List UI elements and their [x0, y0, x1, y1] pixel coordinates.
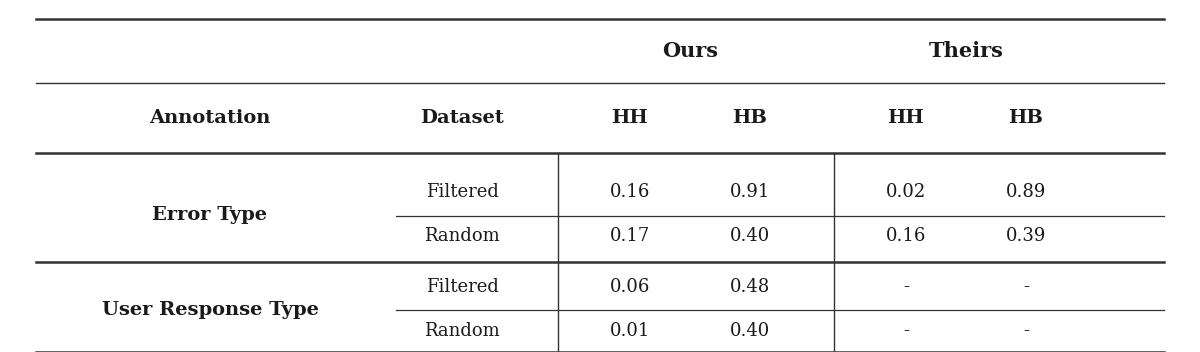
Text: Filtered: Filtered [426, 183, 498, 201]
Text: 0.01: 0.01 [610, 322, 650, 340]
Text: 0.17: 0.17 [610, 227, 650, 245]
Text: HH: HH [612, 109, 648, 127]
Text: 0.40: 0.40 [730, 322, 770, 340]
Text: HH: HH [888, 109, 924, 127]
Text: Annotation: Annotation [149, 109, 271, 127]
Text: 0.16: 0.16 [886, 227, 926, 245]
Text: Filtered: Filtered [426, 278, 498, 296]
Text: User Response Type: User Response Type [102, 301, 318, 319]
Text: 0.48: 0.48 [730, 278, 770, 296]
Text: Error Type: Error Type [152, 206, 268, 224]
Text: Dataset: Dataset [420, 109, 504, 127]
Text: 0.16: 0.16 [610, 183, 650, 201]
Text: Theirs: Theirs [929, 41, 1003, 61]
Text: -: - [904, 278, 910, 296]
Text: 0.89: 0.89 [1006, 183, 1046, 201]
Text: 0.40: 0.40 [730, 227, 770, 245]
Text: 0.06: 0.06 [610, 278, 650, 296]
Text: Random: Random [424, 322, 500, 340]
Text: 0.91: 0.91 [730, 183, 770, 201]
Text: Ours: Ours [662, 41, 718, 61]
Text: -: - [1022, 322, 1030, 340]
Text: -: - [904, 322, 910, 340]
Text: 0.02: 0.02 [886, 183, 926, 201]
Text: HB: HB [1008, 109, 1044, 127]
Text: HB: HB [732, 109, 768, 127]
Text: 0.39: 0.39 [1006, 227, 1046, 245]
Text: Random: Random [424, 227, 500, 245]
Text: -: - [1022, 278, 1030, 296]
